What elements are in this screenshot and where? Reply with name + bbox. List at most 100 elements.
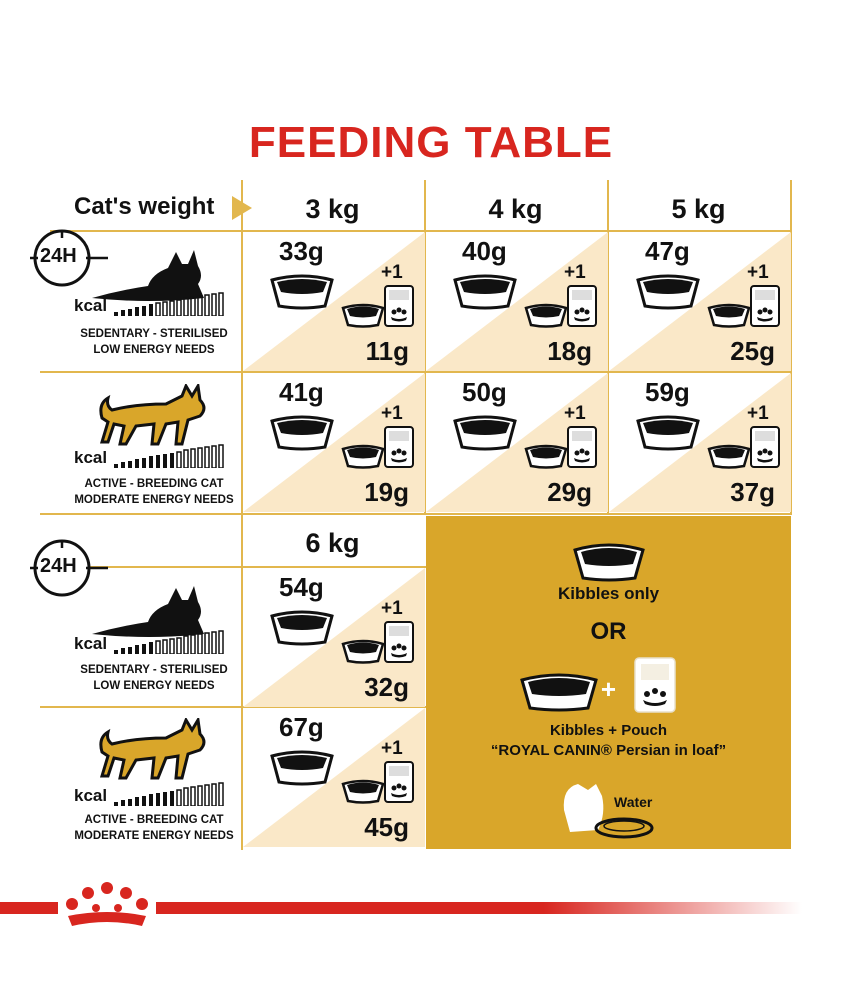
- plus-one-pouch: +1: [381, 598, 403, 619]
- kcal-label: kcal: [74, 786, 108, 805]
- kibbles-with-pouch-amount: 29g: [547, 477, 592, 507]
- weight-header: 3 kg: [305, 194, 360, 224]
- clock-label: 24H: [40, 555, 77, 577]
- feeding-cell: 54g +1 32g: [243, 568, 425, 707]
- kibbles-amount: 54g: [279, 572, 324, 602]
- lying-cat-icon: [92, 586, 204, 637]
- legend-plus: +: [600, 674, 617, 704]
- kibbles-with-pouch-amount: 32g: [364, 672, 409, 702]
- kibble-bowl-icon: [636, 274, 700, 310]
- pouch-icon: [634, 657, 676, 713]
- clock-label: 24H: [40, 245, 77, 267]
- kibble-bowl-icon: [270, 274, 334, 310]
- kibbles-amount: 33g: [279, 236, 324, 266]
- clock-24h-icon: 24H: [28, 228, 108, 288]
- clock-24h-icon: 24H: [28, 538, 108, 598]
- feeding-cell: 33g +1 11g: [243, 232, 425, 371]
- kibbles-amount: 67g: [279, 712, 324, 742]
- kcal-label: kcal: [74, 634, 108, 653]
- weight-header: 4 kg: [488, 194, 543, 224]
- kcal-label: kcal: [74, 448, 108, 467]
- kibble-bowl-icon: [341, 639, 385, 664]
- kibble-bowl-icon: [524, 303, 568, 328]
- grid-line: [607, 180, 609, 515]
- weight-header: 5 kg: [671, 194, 726, 224]
- kibble-bowl-icon: [520, 673, 598, 712]
- legend-kibbles-pouch: Kibbles + Pouch: [549, 722, 668, 739]
- pouch-icon: [750, 426, 780, 468]
- kibbles-with-pouch-amount: 11g: [365, 336, 409, 366]
- kibble-bowl-icon: [341, 779, 385, 804]
- profile-line2: MODERATE ENERGY NEEDS: [74, 830, 234, 842]
- energy-scale-icon: [114, 782, 224, 806]
- legend-or: OR: [590, 618, 627, 645]
- feeding-cell: 41g +1 19g: [243, 373, 425, 512]
- feeding-cell: 40g +1 18g: [426, 232, 608, 371]
- kibble-bowl-icon: [707, 444, 751, 469]
- footer-red-bar: [156, 902, 802, 914]
- kibbles-with-pouch-amount: 18g: [547, 336, 592, 366]
- kibbles-with-pouch-amount: 45g: [364, 812, 409, 842]
- weight-header: 6 kg: [305, 528, 360, 558]
- lying-cat-icon: [92, 250, 204, 301]
- kibbles-with-pouch-amount: 19g: [364, 477, 409, 507]
- grid-line: [40, 706, 426, 708]
- profile-line2: LOW ENERGY NEEDS: [93, 680, 215, 692]
- grid-line: [241, 180, 243, 850]
- walking-cat-icon: [99, 718, 206, 780]
- kibble-bowl-icon: [707, 303, 751, 328]
- energy-scale-icon: [114, 444, 224, 468]
- pouch-icon: [750, 285, 780, 327]
- profile-line2: LOW ENERGY NEEDS: [93, 344, 215, 356]
- walking-cat-icon: [99, 384, 206, 446]
- legend-water: Water: [614, 794, 653, 810]
- arrow-right-icon: [232, 196, 252, 220]
- kibbles-amount: 47g: [645, 236, 690, 266]
- plus-one-pouch: +1: [381, 262, 403, 283]
- grid-line: [40, 513, 790, 515]
- pouch-icon: [567, 285, 597, 327]
- page-title: FEEDING TABLE: [248, 118, 614, 167]
- kibble-bowl-icon: [453, 415, 517, 451]
- kibble-bowl-icon: [573, 543, 645, 582]
- royal-canin-crown-logo: [66, 882, 148, 926]
- grid-line: [40, 566, 426, 568]
- water-cat-icon: [563, 784, 654, 839]
- grid-line: [40, 371, 790, 373]
- legend-panel: Kibbles only OR + Kibbles + Pouch “ROYAL…: [426, 516, 791, 849]
- profile-line1: SEDENTARY - STERILISED: [80, 664, 228, 676]
- kibbles-with-pouch-amount: 37g: [730, 477, 775, 507]
- feeding-cell: 67g +1 45g: [243, 708, 425, 847]
- legend-kibbles-only: Kibbles only: [557, 584, 660, 603]
- pouch-icon: [384, 285, 414, 327]
- pouch-icon: [384, 426, 414, 468]
- kibble-bowl-icon: [524, 444, 568, 469]
- kibbles-amount: 50g: [462, 377, 507, 407]
- kibble-bowl-icon: [270, 415, 334, 451]
- grid-line: [790, 180, 792, 515]
- kibbles-amount: 59g: [645, 377, 690, 407]
- grid-line: [424, 180, 426, 515]
- plus-one-pouch: +1: [381, 403, 403, 424]
- plus-one-pouch: +1: [747, 262, 769, 283]
- energy-scale-icon: [114, 630, 224, 654]
- legend-product: “ROYAL CANIN® Persian in loaf”: [490, 742, 727, 759]
- kibbles-amount: 41g: [279, 377, 324, 407]
- profile-line2: MODERATE ENERGY NEEDS: [74, 494, 234, 506]
- profile-line1: ACTIVE - BREEDING CAT: [84, 478, 224, 490]
- pouch-icon: [567, 426, 597, 468]
- kibble-bowl-icon: [270, 610, 334, 646]
- cats-weight-label: Cat's weight: [74, 193, 215, 220]
- kibbles-with-pouch-amount: 25g: [730, 336, 775, 366]
- plus-one-pouch: +1: [747, 403, 769, 424]
- kibble-bowl-icon: [341, 444, 385, 469]
- plus-one-pouch: +1: [564, 262, 586, 283]
- profile-line1: SEDENTARY - STERILISED: [80, 328, 228, 340]
- profile-line1: ACTIVE - BREEDING CAT: [84, 814, 224, 826]
- kibbles-amount: 40g: [462, 236, 507, 266]
- pouch-icon: [384, 621, 414, 663]
- energy-scale-icon: [114, 292, 224, 316]
- plus-one-pouch: +1: [381, 738, 403, 759]
- kibble-bowl-icon: [341, 303, 385, 328]
- kcal-label: kcal: [74, 296, 108, 315]
